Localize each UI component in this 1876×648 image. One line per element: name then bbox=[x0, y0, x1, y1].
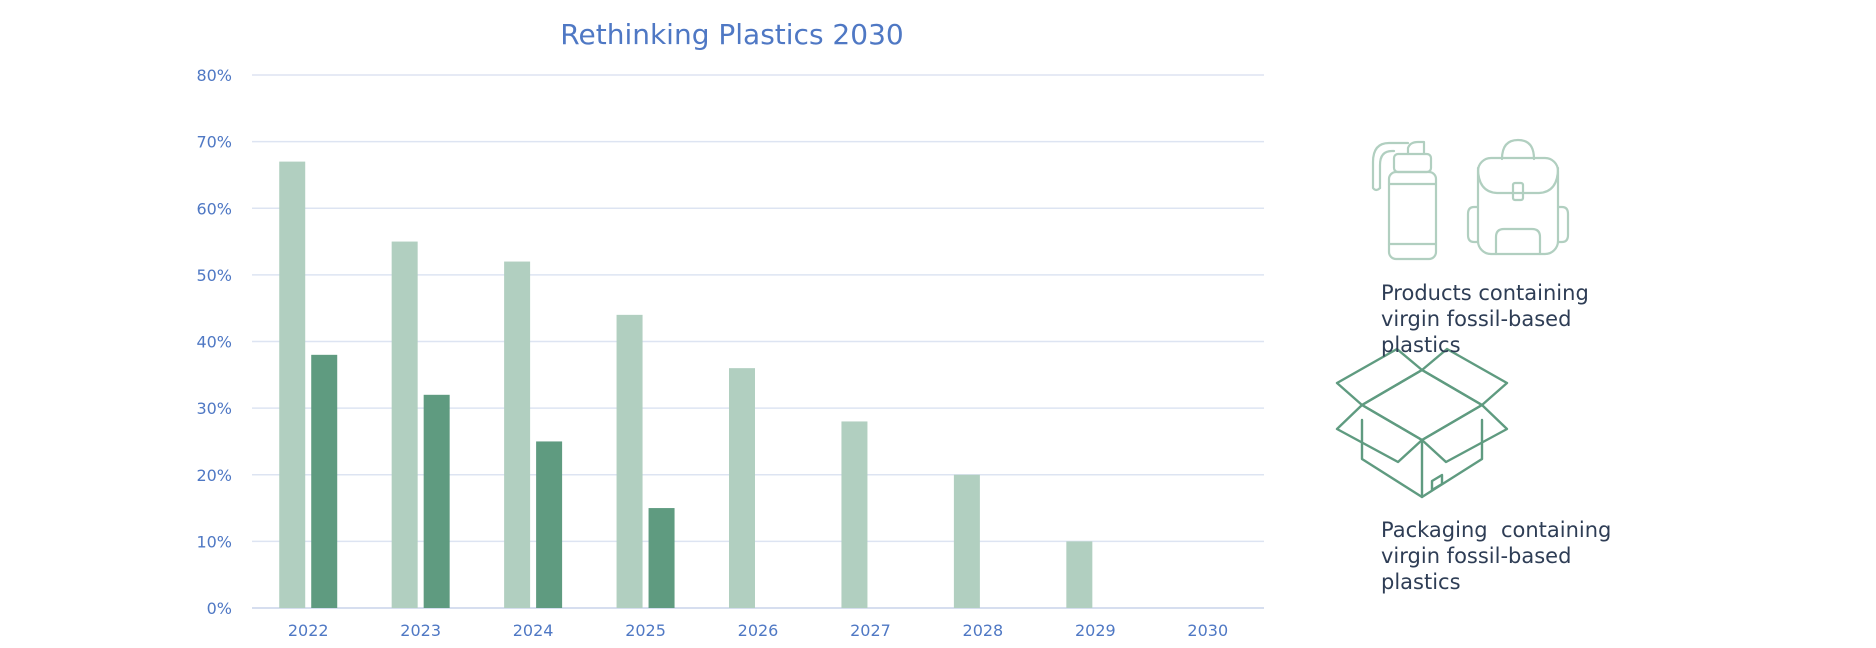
y-tick-label: 50% bbox=[196, 266, 232, 285]
legend-label-products: Products containing virgin fossil-based … bbox=[1381, 281, 1589, 357]
bar-packaging-2025 bbox=[648, 508, 675, 608]
bar-packaging-2024 bbox=[536, 441, 563, 608]
x-tick-label: 2030 bbox=[1187, 621, 1228, 640]
bar-products-2023 bbox=[391, 241, 418, 608]
bar-packaging-2022 bbox=[311, 354, 338, 608]
x-tick-label: 2029 bbox=[1075, 621, 1116, 640]
x-axis-ticks: 2022 2023 2024 2025 2026 2027 2028 2029 2030 bbox=[288, 621, 1228, 640]
y-tick-label: 40% bbox=[196, 333, 232, 352]
bar-products-2029 bbox=[1066, 541, 1093, 608]
x-tick-label: 2027 bbox=[850, 621, 891, 640]
backpack-icon bbox=[1466, 138, 1570, 256]
bar-products-2026 bbox=[729, 368, 755, 608]
bars bbox=[279, 161, 1093, 609]
y-tick-label: 60% bbox=[196, 199, 232, 218]
x-tick-label: 2026 bbox=[738, 621, 779, 640]
chart-title: Rethinking Plastics 2030 bbox=[560, 18, 903, 51]
y-tick-label: 0% bbox=[207, 599, 232, 618]
bar-packaging-2023 bbox=[423, 394, 450, 608]
x-tick-label: 2028 bbox=[963, 621, 1004, 640]
x-tick-label: 2022 bbox=[288, 621, 329, 640]
y-tick-label: 80% bbox=[196, 66, 232, 85]
bottle-icon bbox=[1371, 140, 1438, 261]
open-box-icon bbox=[1335, 347, 1509, 499]
bar-products-2022 bbox=[279, 161, 306, 609]
bar-products-2027 bbox=[841, 421, 868, 608]
bar-products-2028 bbox=[953, 474, 980, 608]
y-tick-label: 10% bbox=[196, 532, 232, 551]
y-tick-label: 30% bbox=[196, 399, 232, 418]
bar-products-2025 bbox=[616, 314, 643, 608]
x-tick-label: 2023 bbox=[400, 621, 441, 640]
x-tick-label: 2024 bbox=[513, 621, 554, 640]
x-tick-label: 2025 bbox=[625, 621, 666, 640]
gridlines bbox=[252, 74, 1264, 609]
bar-products-2024 bbox=[504, 261, 531, 608]
y-axis-ticks: 0% 10% 20% 30% 40% 50% 60% 70% 80% bbox=[196, 66, 232, 618]
legend-label-packaging: Packaging containing virgin fossil-based… bbox=[1381, 518, 1612, 594]
y-tick-label: 20% bbox=[196, 466, 232, 485]
y-tick-label: 70% bbox=[196, 133, 232, 152]
